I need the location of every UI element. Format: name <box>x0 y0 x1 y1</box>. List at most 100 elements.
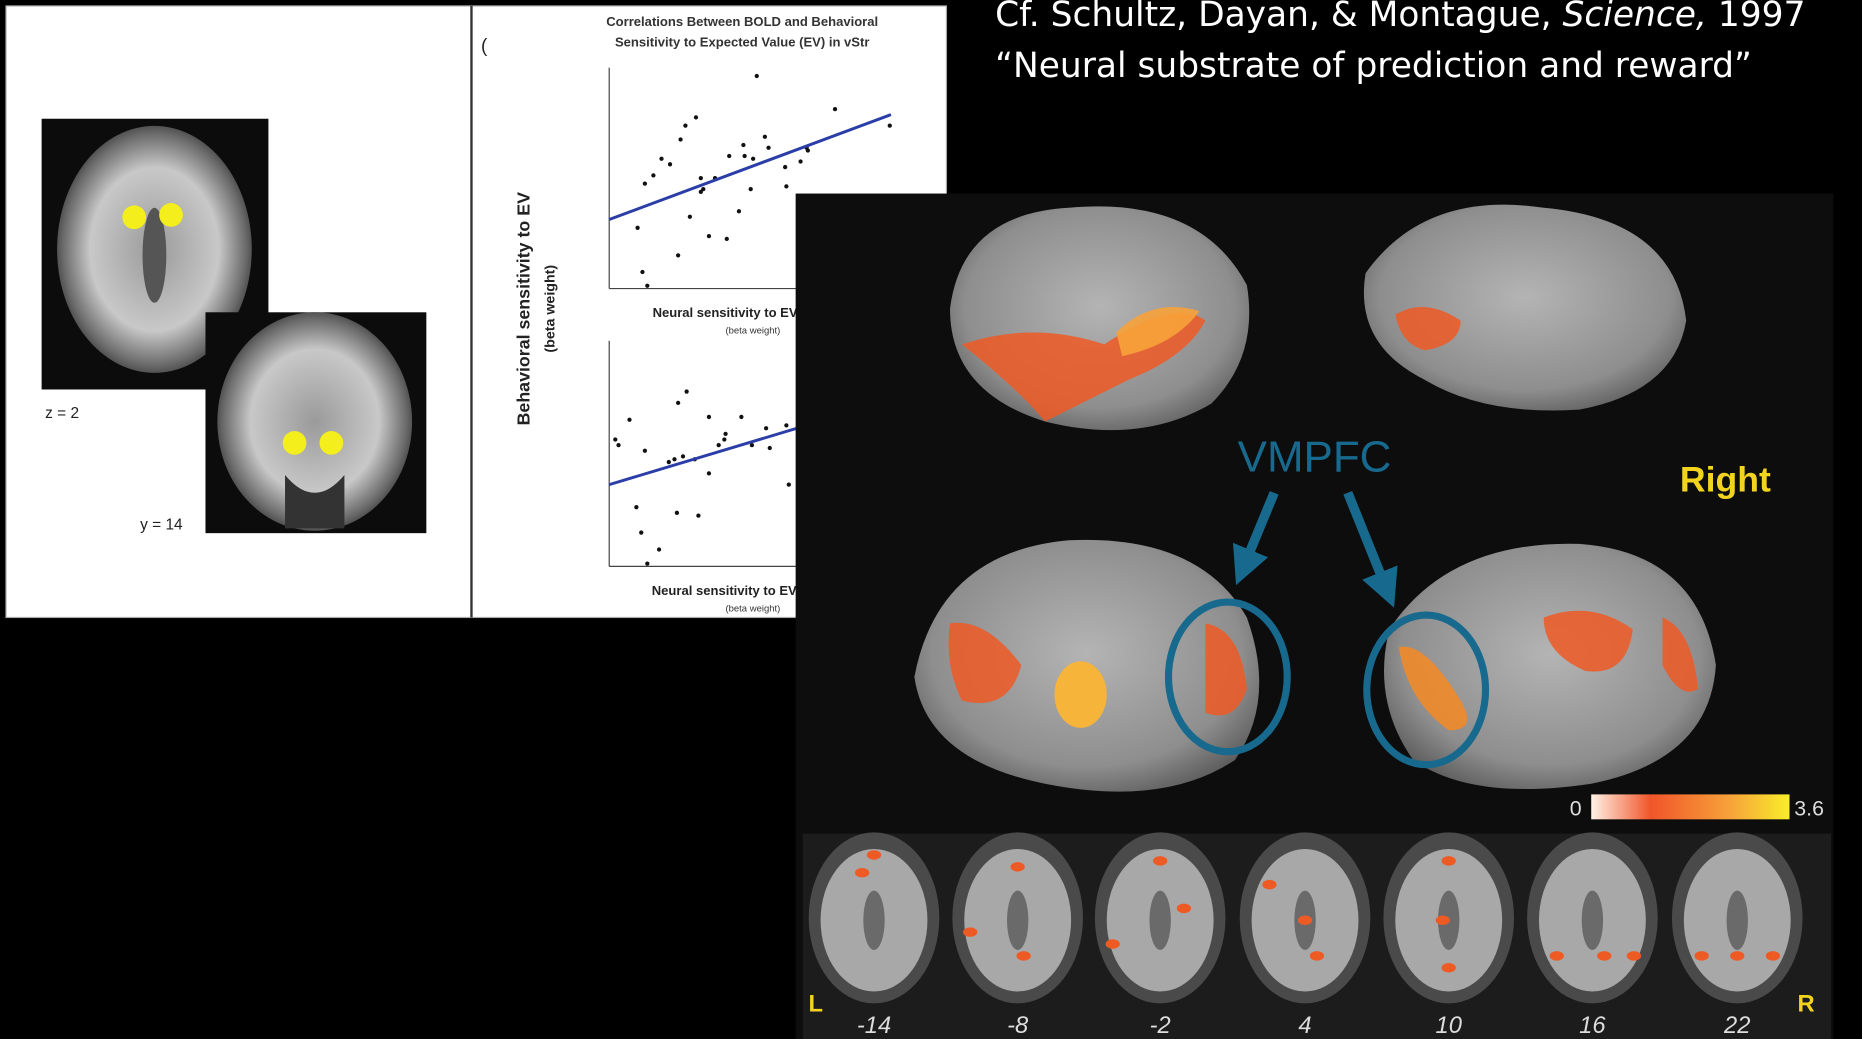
scatter-point <box>739 415 743 419</box>
scatter-point <box>678 137 682 141</box>
activation-spot <box>1436 916 1450 925</box>
scatter-point <box>659 157 663 161</box>
scatter-point <box>784 423 788 427</box>
roi-dot <box>159 203 183 227</box>
slice-ventricle <box>1582 891 1603 950</box>
colorbar <box>1591 794 1789 819</box>
scatter-point <box>787 482 791 486</box>
activation-spot <box>963 927 977 936</box>
scatter-point <box>725 237 729 241</box>
scatter-point <box>742 154 746 158</box>
scatter-point <box>668 162 672 166</box>
scatter-point <box>635 226 639 230</box>
roi-dot <box>283 431 307 455</box>
scatter-point <box>806 148 810 152</box>
slice-label: -8 <box>1007 1013 1029 1039</box>
coronal-mri <box>205 312 426 533</box>
scatter-point <box>701 187 705 191</box>
scatter-point <box>627 418 631 422</box>
slice-ventricle <box>1727 891 1748 950</box>
scatter-point <box>694 115 698 119</box>
scatter-point <box>768 446 772 450</box>
slice-ventricle <box>1149 891 1170 950</box>
citation-journal: Science, <box>1563 0 1707 35</box>
x-axis-sublabel: (beta weight) <box>725 326 780 337</box>
activation-spot <box>1442 963 1456 972</box>
scatter-point <box>763 135 767 139</box>
activation-spot <box>1766 951 1780 960</box>
scatter-point <box>699 176 703 180</box>
scatter-point <box>685 389 689 393</box>
scatter-point <box>766 146 770 150</box>
scatter-point <box>683 124 687 128</box>
roi-dot <box>122 205 146 229</box>
scatter-point <box>645 561 649 565</box>
scatter-point <box>676 253 680 257</box>
activation-spot <box>1695 951 1709 960</box>
slice-right-label: R <box>1798 992 1815 1018</box>
scatter-point <box>672 457 676 461</box>
activation-spot <box>1730 951 1744 960</box>
scatter-point <box>888 124 892 128</box>
slice-label: 10 <box>1436 1013 1462 1039</box>
hemisphere-label: Right <box>1680 460 1771 500</box>
axial-label: z = 2 <box>45 405 79 422</box>
activation-spot <box>1262 880 1276 889</box>
slice-ventricle <box>1007 891 1028 950</box>
scatter-point <box>651 173 655 177</box>
activation-spot <box>1597 951 1611 960</box>
scatter-point <box>798 159 802 163</box>
activation-spot <box>1442 856 1456 865</box>
slice-label: 22 <box>1723 1013 1750 1039</box>
activation-spot <box>1106 939 1120 948</box>
slice-ventricle <box>863 891 884 950</box>
x-axis-sublabel: (beta weight) <box>725 604 780 615</box>
scatter-point <box>645 284 649 288</box>
citation-authors: Cf. Schultz, Dayan, & Montague, <box>995 0 1551 35</box>
plot-title: Sensitivity to Expected Value (EV) in vS… <box>615 34 869 49</box>
scatter-point <box>676 401 680 405</box>
scatter-point <box>639 530 643 534</box>
scatter-point <box>741 143 745 147</box>
activation-spot <box>1298 916 1312 925</box>
scatter-point <box>643 181 647 185</box>
colorbar-min: 0 <box>1570 797 1582 821</box>
activation-spot <box>1153 856 1167 865</box>
scatter-point <box>783 165 787 169</box>
slice-label: 4 <box>1298 1013 1311 1039</box>
slice-label: 16 <box>1579 1013 1606 1039</box>
slice-left-label: L <box>809 992 824 1018</box>
slide-page: { "citation": { "line1": ["Cf. Schultz, … <box>0 0 1862 1039</box>
activation-spot <box>1016 951 1030 960</box>
plot-title: Correlations Between BOLD and Behavioral <box>606 14 878 29</box>
scatter-point <box>722 437 726 441</box>
roi-dot <box>319 431 343 455</box>
y-axis-sublabel: (beta weight) <box>543 265 559 353</box>
scatter-point <box>751 157 755 161</box>
citation-line1: Cf. Schultz, Dayan, & Montague, Science,… <box>995 0 1805 35</box>
scatter-point <box>755 74 759 78</box>
coronal-label: y = 14 <box>140 517 183 534</box>
scatter-point <box>717 443 721 447</box>
activation-spot <box>1550 951 1564 960</box>
scatter-point <box>643 449 647 453</box>
activation-spot <box>1627 951 1641 960</box>
scatter-point <box>613 437 617 441</box>
activation-spot <box>855 868 869 877</box>
roi-label: VMPFC <box>1238 432 1392 481</box>
citation-line2: “Neural substrate of prediction and rewa… <box>995 46 1752 86</box>
activation-spot <box>1310 951 1324 960</box>
bracket: ( <box>481 36 488 57</box>
scatter-point <box>723 432 727 436</box>
colorbar-max: 3.6 <box>1794 797 1824 821</box>
scatter-point <box>657 547 661 551</box>
scatter-point <box>681 454 685 458</box>
slide: z = 2 y = 14 ( Correlations Between BOLD… <box>0 0 1862 1039</box>
scatter-point <box>764 426 768 430</box>
activation-spot <box>1177 904 1191 913</box>
scatter-point <box>784 184 788 188</box>
scatter-point <box>688 215 692 219</box>
scatter-point <box>640 270 644 274</box>
scatter-point <box>616 443 620 447</box>
slice-label: -14 <box>857 1013 891 1039</box>
